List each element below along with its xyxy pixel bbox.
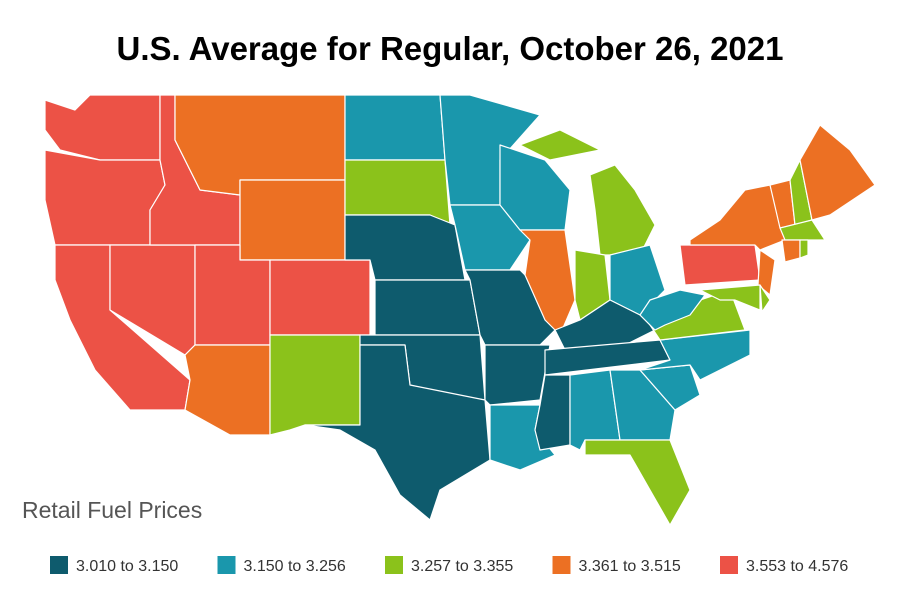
state bbox=[639, 289, 706, 331]
state bbox=[44, 94, 161, 161]
states bbox=[44, 94, 876, 526]
legend-swatch bbox=[50, 556, 68, 574]
state bbox=[374, 279, 481, 336]
state bbox=[799, 124, 876, 221]
state bbox=[609, 369, 676, 441]
state bbox=[44, 149, 166, 246]
state bbox=[781, 239, 801, 263]
state bbox=[779, 219, 826, 241]
legend-label: 3.010 to 3.150 bbox=[76, 558, 178, 575]
state bbox=[757, 249, 776, 296]
legend-swatch bbox=[385, 556, 403, 574]
state bbox=[304, 344, 491, 521]
state bbox=[639, 329, 751, 381]
legend: 3.010 to 3.150 3.150 to 3.256 3.257 to 3.3… bbox=[50, 556, 848, 575]
state bbox=[689, 184, 786, 251]
legend-label: 3.553 to 4.576 bbox=[746, 558, 848, 575]
legend-swatch bbox=[720, 556, 738, 574]
map-title: U.S. Average for Regular, October 26, 20… bbox=[117, 30, 784, 67]
legend-swatch bbox=[552, 556, 571, 574]
state bbox=[799, 239, 809, 259]
state bbox=[699, 284, 761, 311]
state bbox=[519, 229, 576, 336]
state bbox=[344, 94, 446, 161]
state bbox=[584, 439, 691, 526]
legend-swatch bbox=[217, 556, 236, 574]
state bbox=[239, 179, 346, 261]
state bbox=[679, 244, 761, 286]
legend-title: Retail Fuel Prices bbox=[22, 497, 202, 523]
legend-label: 3.361 to 3.515 bbox=[579, 558, 681, 575]
legend-label: 3.257 to 3.355 bbox=[411, 558, 513, 575]
state bbox=[269, 259, 371, 336]
state bbox=[184, 344, 271, 436]
state bbox=[519, 129, 601, 161]
state bbox=[194, 244, 271, 346]
state bbox=[759, 284, 771, 313]
state bbox=[269, 334, 361, 436]
state bbox=[484, 344, 551, 406]
legend-label: 3.150 to 3.256 bbox=[244, 558, 346, 575]
state bbox=[589, 164, 656, 256]
